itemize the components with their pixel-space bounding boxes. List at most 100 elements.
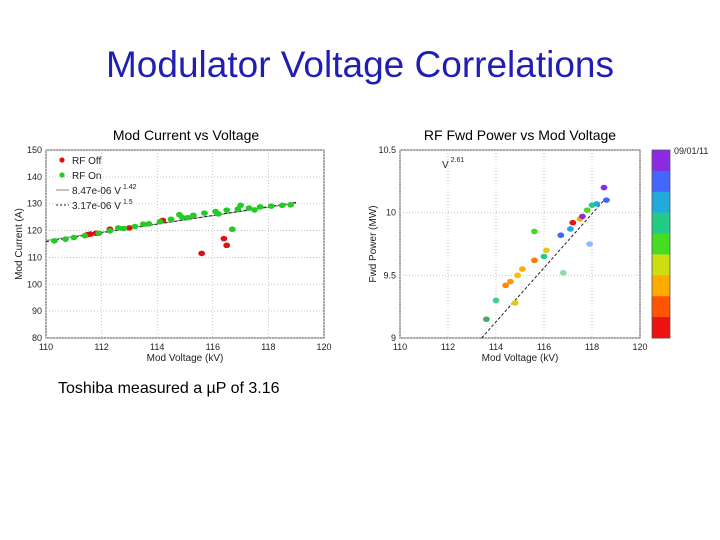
rf-on-point [201, 210, 208, 216]
rf-on-point [593, 201, 601, 207]
rf-on-point [543, 247, 550, 254]
rf-on-point [62, 236, 69, 242]
y-tick-label: 130 [27, 199, 42, 209]
x-tick-label: 120 [316, 342, 331, 352]
x-tick-label: 114 [489, 342, 503, 352]
y-axis-label: Mod Current (A) [14, 208, 25, 280]
y-tick-label: 100 [27, 279, 42, 289]
x-tick-label: 118 [261, 342, 275, 352]
rf-on-point [603, 197, 610, 203]
rf-on-point [214, 211, 222, 217]
rf-on-point [70, 234, 78, 241]
rf-on-point [511, 300, 519, 306]
colorbar-segment [652, 233, 670, 255]
x-tick-label: 112 [441, 342, 455, 352]
data-points [483, 184, 610, 322]
y-tick-label: 90 [32, 306, 42, 316]
y-tick-label: 120 [27, 226, 42, 236]
rf-on-point [569, 219, 577, 226]
caption: Toshiba measured a µP of 3.16 [58, 380, 280, 398]
colorbar-segment [652, 170, 670, 193]
rf-on-point [106, 228, 114, 234]
colorbar-segment [652, 275, 670, 297]
x-tick-label: 112 [94, 342, 108, 352]
rf-on-point [120, 225, 128, 232]
rf-on-point [287, 201, 295, 208]
x-tick-label: 110 [393, 342, 407, 352]
legend-label-fit-2: 3.17e-06 V 1.5 [72, 199, 133, 212]
y-tick-labels: 80 90 100 110 120 130 140 150 [27, 145, 42, 343]
x-axis-label: Mod Voltage (kV) [147, 353, 224, 364]
rf-on-point [579, 213, 586, 220]
y-tick-label: 10 [386, 208, 396, 218]
rf-on-point [114, 225, 122, 231]
plot-area [399, 149, 641, 339]
rf-on-point [81, 232, 89, 239]
rf-on-point [557, 232, 565, 239]
rf-fwd-power-vs-mod-voltage-chart: RF Fwd Power vs Mod Voltage 9 9.5 10 10.5 1… [368, 127, 708, 364]
rf-on-point [251, 207, 258, 213]
rf-on-point [278, 202, 286, 209]
colorbar-label: 09/01/11 [674, 146, 708, 156]
grid-lines [45, 149, 325, 339]
rf-on-point [228, 226, 236, 233]
slide-title: Modulator Voltage Correlations [105, 44, 614, 85]
legend-label-rf-on: RF On [72, 171, 101, 182]
x-tick-label: 116 [206, 342, 220, 352]
y-tick-labels: 9 9.5 10 10.5 [378, 145, 396, 343]
caption-suffix: P of 3.16 [215, 380, 280, 397]
data-points [50, 201, 295, 257]
rf-on-point [531, 257, 538, 264]
rf-on-point [223, 207, 231, 213]
rf-on-point [189, 212, 197, 219]
y-tick-label: 9 [391, 333, 396, 343]
rf-on-point [507, 278, 514, 285]
rf-on-point [237, 202, 245, 209]
colorbar-segment [652, 212, 670, 235]
fit-line [481, 197, 607, 339]
rf-on-point [540, 253, 548, 260]
legend: RF Off RF On 8.47e-06 V 1.42 3.17e-06 V 1.… [56, 156, 137, 212]
x-tick-labels: 110 112 114 116 118 120 [393, 342, 648, 352]
colorbar [651, 149, 671, 339]
rf-on-point [139, 221, 147, 227]
mu-symbol: µ [206, 380, 216, 397]
colorbar-segment [652, 150, 670, 172]
rf-off-point [126, 225, 133, 231]
rf-on-point [502, 282, 509, 289]
x-tick-labels: 110 112 114 116 118 120 [39, 342, 332, 352]
chart-title: RF Fwd Power vs Mod Voltage [424, 127, 616, 143]
y-tick-label: 9.5 [383, 270, 396, 280]
plot-area [45, 149, 325, 339]
y-tick-label: 80 [32, 333, 42, 343]
rf-on-point [586, 241, 593, 247]
colorbar-segment [652, 254, 670, 276]
rf-on-point [256, 204, 264, 210]
colorbar-segment [652, 317, 670, 339]
caption-prefix: Toshiba measured a [58, 380, 207, 397]
rf-on-point [519, 266, 526, 272]
x-tick-label: 110 [39, 342, 53, 352]
rf-off-point [198, 250, 206, 257]
legend-marker-rf-off [59, 157, 65, 163]
colorbar-frame [651, 149, 671, 339]
rf-on-point [167, 216, 175, 223]
rf-on-point [600, 184, 608, 191]
legend-label-fit-1: 8.47e-06 V 1.42 [72, 184, 137, 197]
rf-off-point [223, 242, 231, 249]
x-tick-label: 114 [150, 342, 164, 352]
grid-lines [399, 149, 641, 339]
x-tick-label: 116 [537, 342, 551, 352]
rf-on-point [514, 272, 521, 279]
rf-on-point [50, 237, 58, 244]
rf-on-point [176, 211, 183, 218]
fit-annotation: V 2.61 [442, 157, 464, 171]
rf-on-point [483, 316, 490, 322]
rf-on-point [95, 230, 103, 237]
rf-on-point [567, 226, 574, 232]
y-tick-label: 10.5 [378, 145, 396, 155]
x-axis-label: Mod Voltage (kV) [482, 353, 559, 364]
rf-on-point [245, 205, 253, 211]
legend-marker-rf-on [59, 172, 65, 178]
rf-on-point [559, 270, 567, 276]
